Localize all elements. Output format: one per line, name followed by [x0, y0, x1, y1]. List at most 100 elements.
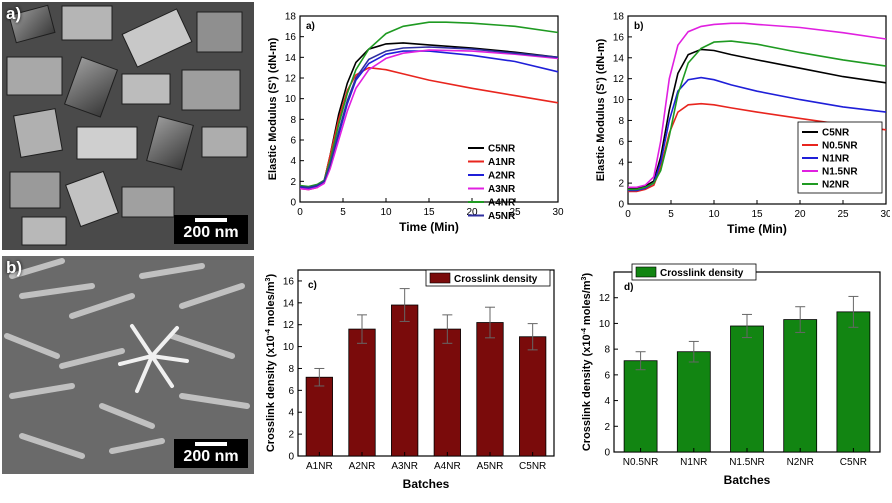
y-axis-label: Crosslink density (x10-4 moles/m3) [581, 273, 593, 452]
y-tick-label: 10 [613, 95, 625, 106]
bar-A1NR [305, 376, 333, 457]
x-tick-label: 25 [837, 209, 849, 220]
series-line-N1.5NR [628, 22, 887, 189]
y-tick-label: 10 [283, 342, 295, 353]
x-tick-label-A5NR: A5NR [477, 461, 504, 472]
y-tick-label: 12 [613, 74, 625, 85]
stray-mark: m [832, 256, 839, 258]
x-tick-label: 5 [668, 209, 674, 220]
legend-entry-A3NR: A3NR [488, 184, 516, 195]
y-axis-label-part: ) [581, 273, 593, 277]
legend-entry: Crosslink density [454, 274, 538, 285]
y-axis-label-sup: -4 [265, 329, 272, 335]
chart-c-svg: 0 2 4 6 8 10 12 14 16 A1NR A2NR A3NR A4NR A5NR C5NR Bat… [265, 269, 555, 491]
y-axis-label: Elastic Modulus (S') (dN-m) [267, 37, 279, 180]
chart-d-svg: 0 2 4 6 8 10 12 N0.5NR N1NR N1.5NR N2NR C5NR Batches… [581, 249, 881, 487]
chart-a-svg: 0 2 4 6 8 10 12 14 16 18 0 5 10 15 20 25 30 Time (Min) Ela… [267, 12, 564, 235]
bar-C5NR [836, 311, 871, 453]
legend-entry-N1NR: N1NR [822, 154, 850, 165]
x-tick-label-A2NR: A2NR [349, 461, 376, 472]
sem-image-b-scalebar: 200 nm [174, 439, 248, 468]
y-tick-label: 0 [288, 452, 294, 463]
chart-panel-c: 0 2 4 6 8 10 12 14 16 A1NR A2NR A3NR A4NR A5NR C5NR Bat… [256, 256, 568, 498]
y-tick-label: 4 [618, 158, 624, 169]
sem-image-a-scalebar: 200 nm [174, 215, 248, 244]
sem-image-a-scale-text: 200 nm [183, 224, 239, 241]
y-tick-label: 16 [285, 32, 297, 43]
y-axis-label-part: moles/m [581, 280, 593, 328]
sem-image-a: a) 200 nm [2, 2, 254, 250]
legend: C5NR A1NR A2NR A3NR A4NR A5NR [468, 144, 516, 222]
bar-C5NR [519, 336, 547, 457]
series-line-N2NR [628, 40, 887, 191]
legend-entry-A4NR: A4NR [488, 198, 516, 209]
panel-label: a) [306, 21, 315, 32]
y-tick-label: 16 [283, 276, 295, 287]
legend-entry-C5NR: C5NR [822, 128, 850, 139]
bar-N0.5NR [623, 360, 658, 453]
series-line-A4NR [299, 21, 559, 188]
bar-N1.5NR [730, 325, 764, 453]
panel-label: c) [308, 280, 317, 291]
y-axis-label-part: moles/m [265, 281, 277, 329]
y-tick-label: 4 [604, 396, 610, 407]
y-axis-label-sup: -4 [581, 328, 588, 334]
x-tick-label: 10 [708, 209, 720, 220]
sem-image-b-label: b) [6, 258, 23, 277]
x-tick-label-N1.5NR: N1.5NR [729, 457, 765, 468]
x-tick-label: 20 [794, 209, 806, 220]
x-tick-label-N1NR: N1NR [680, 457, 707, 468]
bar-A3NR [391, 304, 419, 457]
y-tick-label: 10 [599, 319, 611, 330]
y-axis-label-part: Crosslink density (x10 [581, 334, 593, 451]
bar-N2NR [783, 319, 818, 453]
legend-entry-C5NR: C5NR [488, 144, 516, 155]
sem-image-b: b) 200 nm [2, 256, 254, 474]
y-tick-label: 4 [288, 408, 294, 419]
x-axis-label: Time (Min) [399, 220, 459, 234]
y-tick-label: 6 [290, 136, 296, 147]
y-tick-label: 4 [290, 156, 296, 167]
sem-image-b-texture [2, 256, 254, 474]
legend-entry-A2NR: A2NR [488, 171, 516, 182]
legend-entry-A5NR: A5NR [488, 211, 516, 222]
legend-entry-A1NR: A1NR [488, 157, 516, 168]
x-axis-label: Batches [403, 477, 450, 491]
y-tick-label: 2 [604, 422, 610, 433]
x-tick-label-C5NR: C5NR [519, 461, 546, 472]
bar-A2NR [348, 328, 376, 457]
legend-swatch [635, 266, 657, 278]
y-tick-label: 8 [288, 364, 294, 375]
y-axis-label: Elastic Modulus (S') (dN-m) [595, 38, 607, 181]
chart-panel-d: 0 2 4 6 8 10 12 N0.5NR N1NR N1.5NR N2NR C5NR Batches… [568, 249, 890, 498]
y-tick-label: 2 [618, 179, 624, 190]
bar-N1NR [676, 351, 711, 453]
legend-frame [425, 269, 551, 287]
x-tick-label-A3NR: A3NR [391, 461, 418, 472]
y-tick-label: 8 [604, 345, 610, 356]
legend-entry-N2NR: N2NR [822, 180, 850, 191]
sem-image-a-scale-line [195, 218, 227, 222]
y-tick-label: 0 [604, 448, 610, 459]
x-tick-label-A4NR: A4NR [434, 461, 461, 472]
sem-image-a-texture [2, 2, 254, 250]
x-tick-label: 15 [423, 207, 435, 218]
x-tick-label: 30 [552, 207, 564, 218]
x-tick-label: 0 [625, 209, 631, 220]
y-tick-label: 18 [285, 12, 297, 23]
y-axis-label-part: Crosslink density (x10 [265, 335, 277, 452]
y-tick-label: 8 [290, 115, 296, 126]
y-tick-label: 14 [283, 298, 295, 309]
x-tick-label-N0.5NR: N0.5NR [623, 457, 659, 468]
legend-entry-N0.5NR: N0.5NR [822, 141, 858, 152]
series-line-C5NR [299, 42, 559, 189]
legend-entry-N1.5NR: N1.5NR [822, 167, 858, 178]
y-tick-label: 8 [618, 116, 624, 127]
series-line-N0.5NR [628, 102, 887, 193]
series-line-C5NR [628, 48, 887, 190]
x-tick-label-A1NR: A1NR [306, 461, 333, 472]
x-axis-label: Batches [724, 473, 771, 487]
y-tick-label: 6 [288, 386, 294, 397]
x-tick-label: 5 [340, 207, 346, 218]
y-tick-label: 0 [618, 200, 624, 211]
